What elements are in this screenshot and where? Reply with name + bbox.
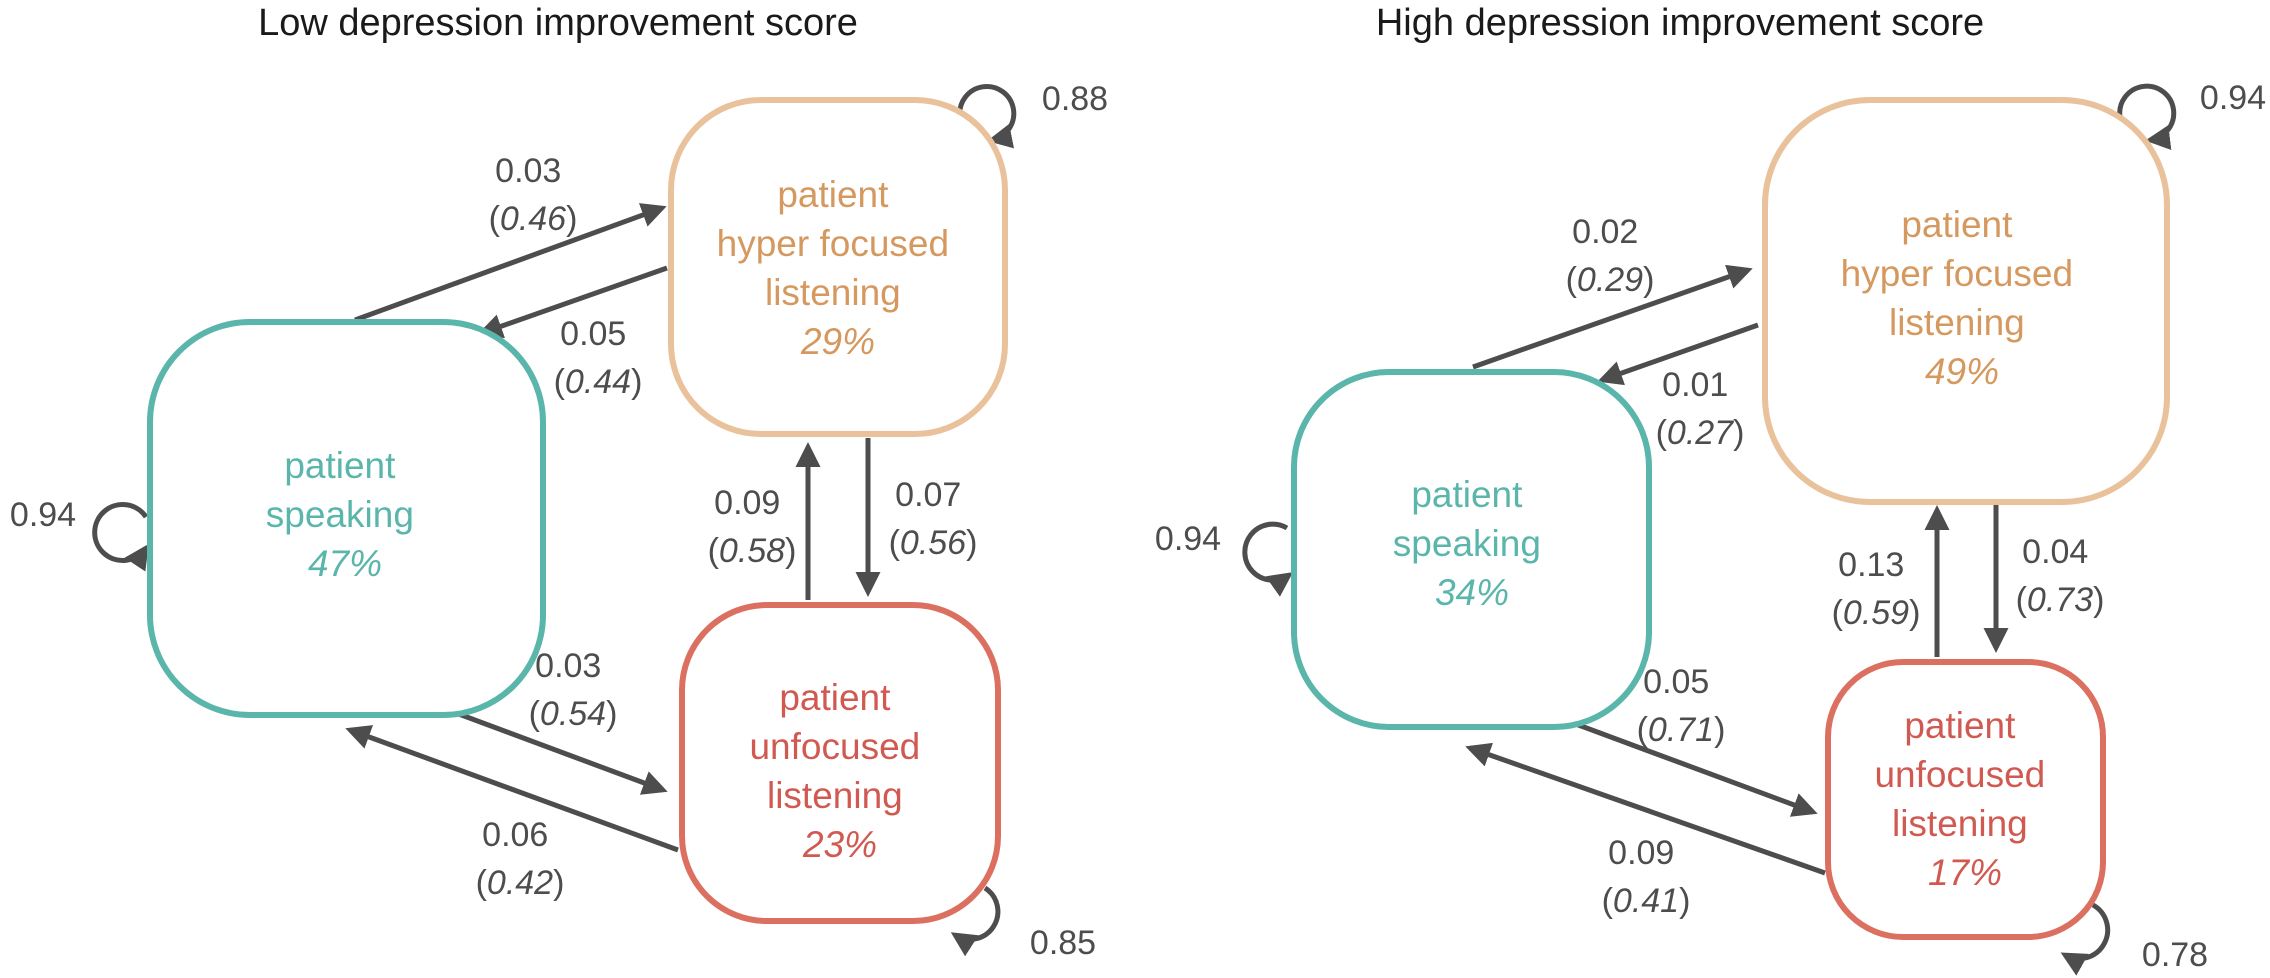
node-unfocused-label: patient unfocused listening 17%	[1874, 705, 2055, 893]
node-unfocused	[679, 602, 1001, 924]
edge-arrow-speaking-to-hyper	[354, 203, 667, 323]
edge-arrow-unfocused-to-speaking	[1465, 742, 1826, 876]
self-loop-hyper	[2117, 83, 2177, 150]
edge-label-unfocused-to-hyper: 0.13 (0.59)	[1832, 546, 1921, 632]
self-loop-label-hyper: 0.88	[1042, 80, 1108, 118]
panel-title: Low depression improvement score	[258, 2, 858, 44]
edge-arrow-speaking-to-unfocused	[447, 707, 668, 795]
node-unfocused-label: patient unfocused listening 23%	[749, 677, 930, 865]
node-speaking-label: patient speaking 47%	[266, 445, 424, 584]
edge-arrow-unfocused-to-speaking	[345, 725, 679, 853]
self-loop-speaking	[92, 502, 149, 572]
panel-high: High depression improvement score 0.02 (…	[1155, 2, 2266, 976]
edge-label-hyper-to-unfocused: 0.07 (0.56)	[889, 476, 978, 562]
self-loop-label-hyper: 0.94	[2200, 79, 2266, 117]
panel-title: High depression improvement score	[1376, 2, 1984, 44]
edge-label-hyper-to-speaking: 0.05 (0.44)	[554, 315, 643, 401]
self-loop-unfocused	[2060, 902, 2111, 976]
edge-label-speaking-to-unfocused: 0.03 (0.54)	[529, 647, 618, 733]
edge-label-hyper-to-unfocused: 0.04 (0.73)	[2016, 533, 2105, 619]
edge-arrow-speaking-to-hyper	[1472, 264, 1753, 370]
node-hyper-label: patient hyper focused listening 29%	[717, 174, 960, 362]
self-loop-label-speaking: 0.94	[10, 496, 76, 534]
node-hyper	[668, 97, 1008, 437]
node-unfocused	[1825, 659, 2106, 940]
edge-label-speaking-to-unfocused: 0.05 (0.71)	[1637, 663, 1726, 749]
self-loop-speaking	[1242, 521, 1294, 597]
edge-label-unfocused-to-hyper: 0.09 (0.58)	[708, 484, 797, 570]
self-loop-label-unfocused: 0.85	[1030, 924, 1096, 962]
node-speaking	[1291, 369, 1652, 730]
edge-arrow-hyper-to-speaking	[477, 265, 668, 339]
self-loop-unfocused	[950, 885, 1001, 957]
edge-arrow-hyper-to-speaking	[1597, 322, 1759, 386]
node-hyper-label: patient hyper focused listening 49%	[1841, 204, 2084, 392]
node-speaking	[147, 319, 546, 718]
edge-label-speaking-to-hyper: 0.02 (0.29)	[1566, 213, 1655, 299]
edge-arrow-speaking-to-unfocused	[1564, 717, 1818, 817]
node-speaking-label: patient speaking 34%	[1393, 474, 1551, 613]
edge-label-speaking-to-hyper: 0.03 (0.46)	[489, 152, 578, 238]
node-hyper	[1762, 97, 2170, 505]
self-loop-label-speaking: 0.94	[1155, 520, 1221, 558]
self-loop-hyper	[957, 84, 1017, 149]
panel-low: Low depression improvement score 0.03 (0…	[10, 2, 1108, 962]
edge-label-unfocused-to-speaking: 0.09 (0.41)	[1602, 834, 1691, 920]
self-loop-label-unfocused: 0.78	[2142, 936, 2208, 974]
edge-label-hyper-to-speaking: 0.01 (0.27)	[1656, 366, 1745, 452]
edge-label-unfocused-to-speaking: 0.06 (0.42)	[476, 816, 565, 902]
